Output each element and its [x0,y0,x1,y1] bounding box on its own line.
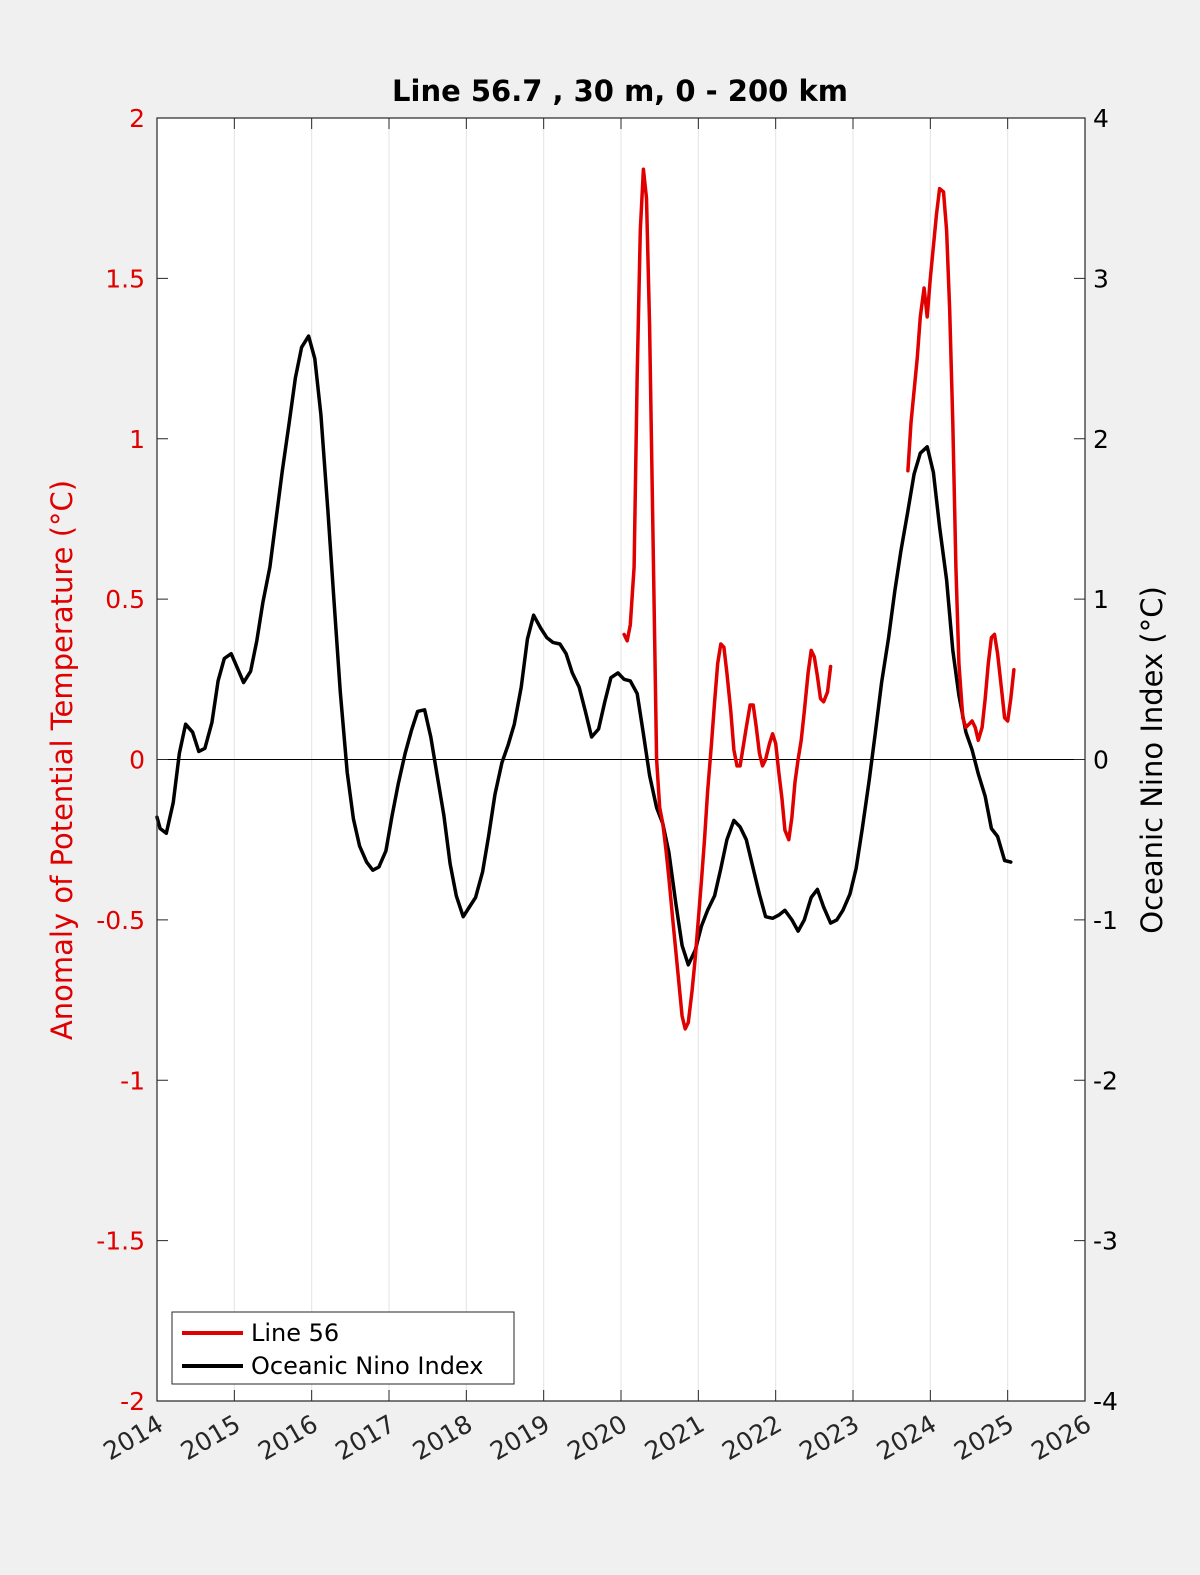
y-left-tick-label: 2 [129,104,145,133]
legend: Line 56 Oceanic Nino Index [171,1311,515,1385]
y-axis-right-label: Oceanic Nino Index (°C) [1135,586,1169,934]
y-left-tick-label: -0.5 [96,906,145,935]
y-left-tick-label: 0 [129,746,145,775]
y-right-tick-label: 4 [1093,104,1109,133]
y-right-tick-label: -3 [1093,1227,1118,1256]
series-layer [155,167,1016,1031]
chart-title: Line 56.7 , 30 m, 0 - 200 km [392,74,848,108]
oni-series-segment [155,334,1013,967]
y-right-tick-label: -1 [1093,906,1118,935]
y-right-tick-label: 2 [1093,425,1109,454]
legend-label-line56: Line 56 [251,1319,339,1347]
y-right-tick-label: 0 [1093,746,1109,775]
y-left-tick-label: 0.5 [105,585,145,614]
y-axis-left-label: Anomaly of Potential Temperature (°C) [45,480,79,1040]
y-right-tick-label: -2 [1093,1066,1118,1095]
legend-box [171,1311,515,1385]
y-axis-left: -2 -1.5 -1 -0.5 0 0.5 1 1.5 2 [96,104,168,1416]
y-right-tick-label: -4 [1093,1387,1118,1416]
y-left-tick-label: -1.5 [96,1227,145,1256]
y-right-tick-label: 1 [1093,585,1109,614]
y-left-tick-label: 1.5 [105,264,145,293]
y-axis-right: -4 -3 -2 -1 0 1 2 3 4 [1074,104,1118,1416]
line56-series-segment [906,186,1016,743]
legend-label-oni: Oceanic Nino Index [251,1352,483,1380]
line56-series-segment [622,167,833,1031]
y-left-tick-label: 1 [129,425,145,454]
y-right-tick-label: 3 [1093,264,1109,293]
y-left-tick-label: -2 [120,1387,145,1416]
y-left-tick-label: -1 [120,1066,145,1095]
